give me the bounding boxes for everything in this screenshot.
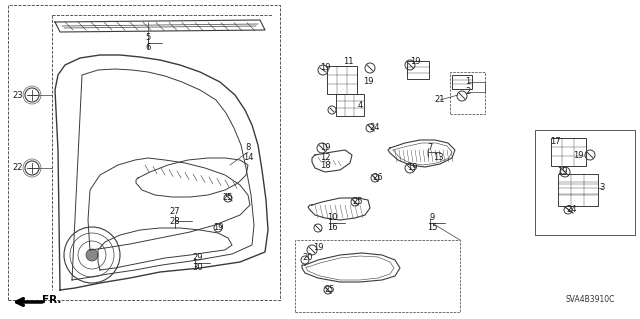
Text: 12: 12 — [320, 152, 330, 161]
Text: 8: 8 — [245, 144, 251, 152]
Bar — [407, 61, 429, 79]
Text: 19: 19 — [320, 144, 330, 152]
Text: 1: 1 — [465, 78, 470, 86]
Text: 24: 24 — [567, 205, 577, 214]
Text: 19: 19 — [407, 164, 417, 173]
Text: 10: 10 — [327, 213, 337, 222]
Text: 9: 9 — [429, 213, 435, 222]
Text: 15: 15 — [427, 224, 437, 233]
Text: 19: 19 — [363, 78, 373, 86]
Text: 19: 19 — [573, 151, 583, 160]
Bar — [551, 138, 586, 166]
Text: 4: 4 — [357, 100, 363, 109]
Text: 22: 22 — [13, 164, 23, 173]
Text: 14: 14 — [243, 152, 253, 161]
Text: 29: 29 — [193, 254, 204, 263]
Bar — [535, 130, 635, 235]
Text: 19: 19 — [313, 243, 323, 253]
Text: 23: 23 — [13, 91, 23, 100]
Text: 19: 19 — [557, 167, 567, 176]
Text: 19: 19 — [212, 224, 223, 233]
Text: 26: 26 — [372, 174, 383, 182]
Text: 16: 16 — [326, 222, 337, 232]
Text: 25: 25 — [223, 194, 233, 203]
Text: FR.: FR. — [42, 295, 61, 305]
Text: 25: 25 — [353, 197, 364, 206]
Circle shape — [86, 249, 98, 261]
Text: 21: 21 — [435, 95, 445, 105]
Text: 27: 27 — [170, 207, 180, 217]
Text: 24: 24 — [370, 123, 380, 132]
Text: 7: 7 — [428, 144, 433, 152]
Text: 28: 28 — [170, 217, 180, 226]
Text: 17: 17 — [550, 137, 560, 146]
Text: 20: 20 — [303, 254, 313, 263]
Text: 19: 19 — [320, 63, 330, 72]
Bar — [327, 66, 357, 94]
Text: 6: 6 — [145, 43, 150, 53]
Text: SVA4B3910C: SVA4B3910C — [565, 295, 614, 305]
Text: 3: 3 — [599, 183, 605, 192]
Text: 11: 11 — [343, 57, 353, 66]
Bar — [295, 240, 460, 312]
Text: 5: 5 — [145, 33, 150, 42]
Text: 30: 30 — [193, 263, 204, 271]
Text: 2: 2 — [465, 87, 470, 97]
Bar — [8, 5, 280, 300]
Bar — [452, 75, 472, 89]
Text: 25: 25 — [324, 286, 335, 294]
Bar — [450, 72, 485, 114]
Text: 18: 18 — [320, 161, 330, 170]
Text: 19: 19 — [410, 57, 420, 66]
Bar — [336, 94, 364, 116]
Text: 13: 13 — [433, 152, 444, 161]
Bar — [558, 174, 598, 206]
